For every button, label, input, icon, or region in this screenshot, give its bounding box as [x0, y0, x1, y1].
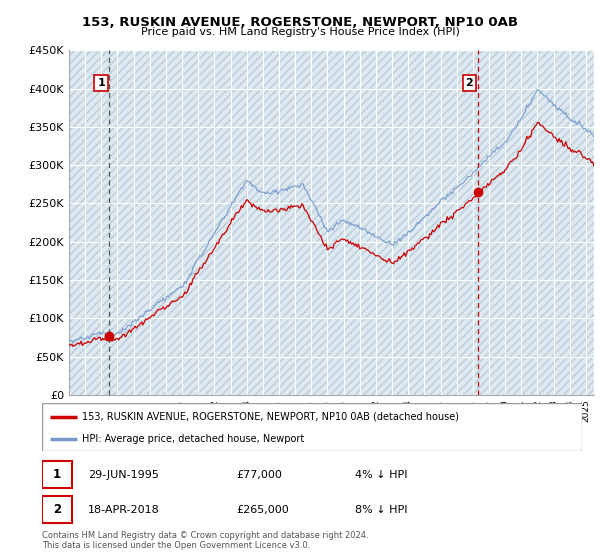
Text: HPI: Average price, detached house, Newport: HPI: Average price, detached house, Newp…: [83, 434, 305, 444]
FancyBboxPatch shape: [42, 461, 72, 488]
Text: 1: 1: [53, 468, 61, 481]
Text: This data is licensed under the Open Government Licence v3.0.: This data is licensed under the Open Gov…: [42, 541, 310, 550]
Text: 2: 2: [466, 78, 473, 88]
Text: 153, RUSKIN AVENUE, ROGERSTONE, NEWPORT, NP10 0AB: 153, RUSKIN AVENUE, ROGERSTONE, NEWPORT,…: [82, 16, 518, 29]
Text: 1: 1: [97, 78, 105, 88]
Text: £265,000: £265,000: [236, 505, 289, 515]
Text: 2: 2: [53, 503, 61, 516]
FancyBboxPatch shape: [42, 496, 72, 523]
Text: 8% ↓ HPI: 8% ↓ HPI: [355, 505, 408, 515]
Text: Price paid vs. HM Land Registry's House Price Index (HPI): Price paid vs. HM Land Registry's House …: [140, 27, 460, 37]
Text: £77,000: £77,000: [236, 470, 282, 479]
Text: 4% ↓ HPI: 4% ↓ HPI: [355, 470, 408, 479]
Text: 18-APR-2018: 18-APR-2018: [88, 505, 160, 515]
Text: 29-JUN-1995: 29-JUN-1995: [88, 470, 159, 479]
Text: 153, RUSKIN AVENUE, ROGERSTONE, NEWPORT, NP10 0AB (detached house): 153, RUSKIN AVENUE, ROGERSTONE, NEWPORT,…: [83, 412, 460, 422]
FancyBboxPatch shape: [42, 403, 582, 451]
Text: Contains HM Land Registry data © Crown copyright and database right 2024.: Contains HM Land Registry data © Crown c…: [42, 531, 368, 540]
